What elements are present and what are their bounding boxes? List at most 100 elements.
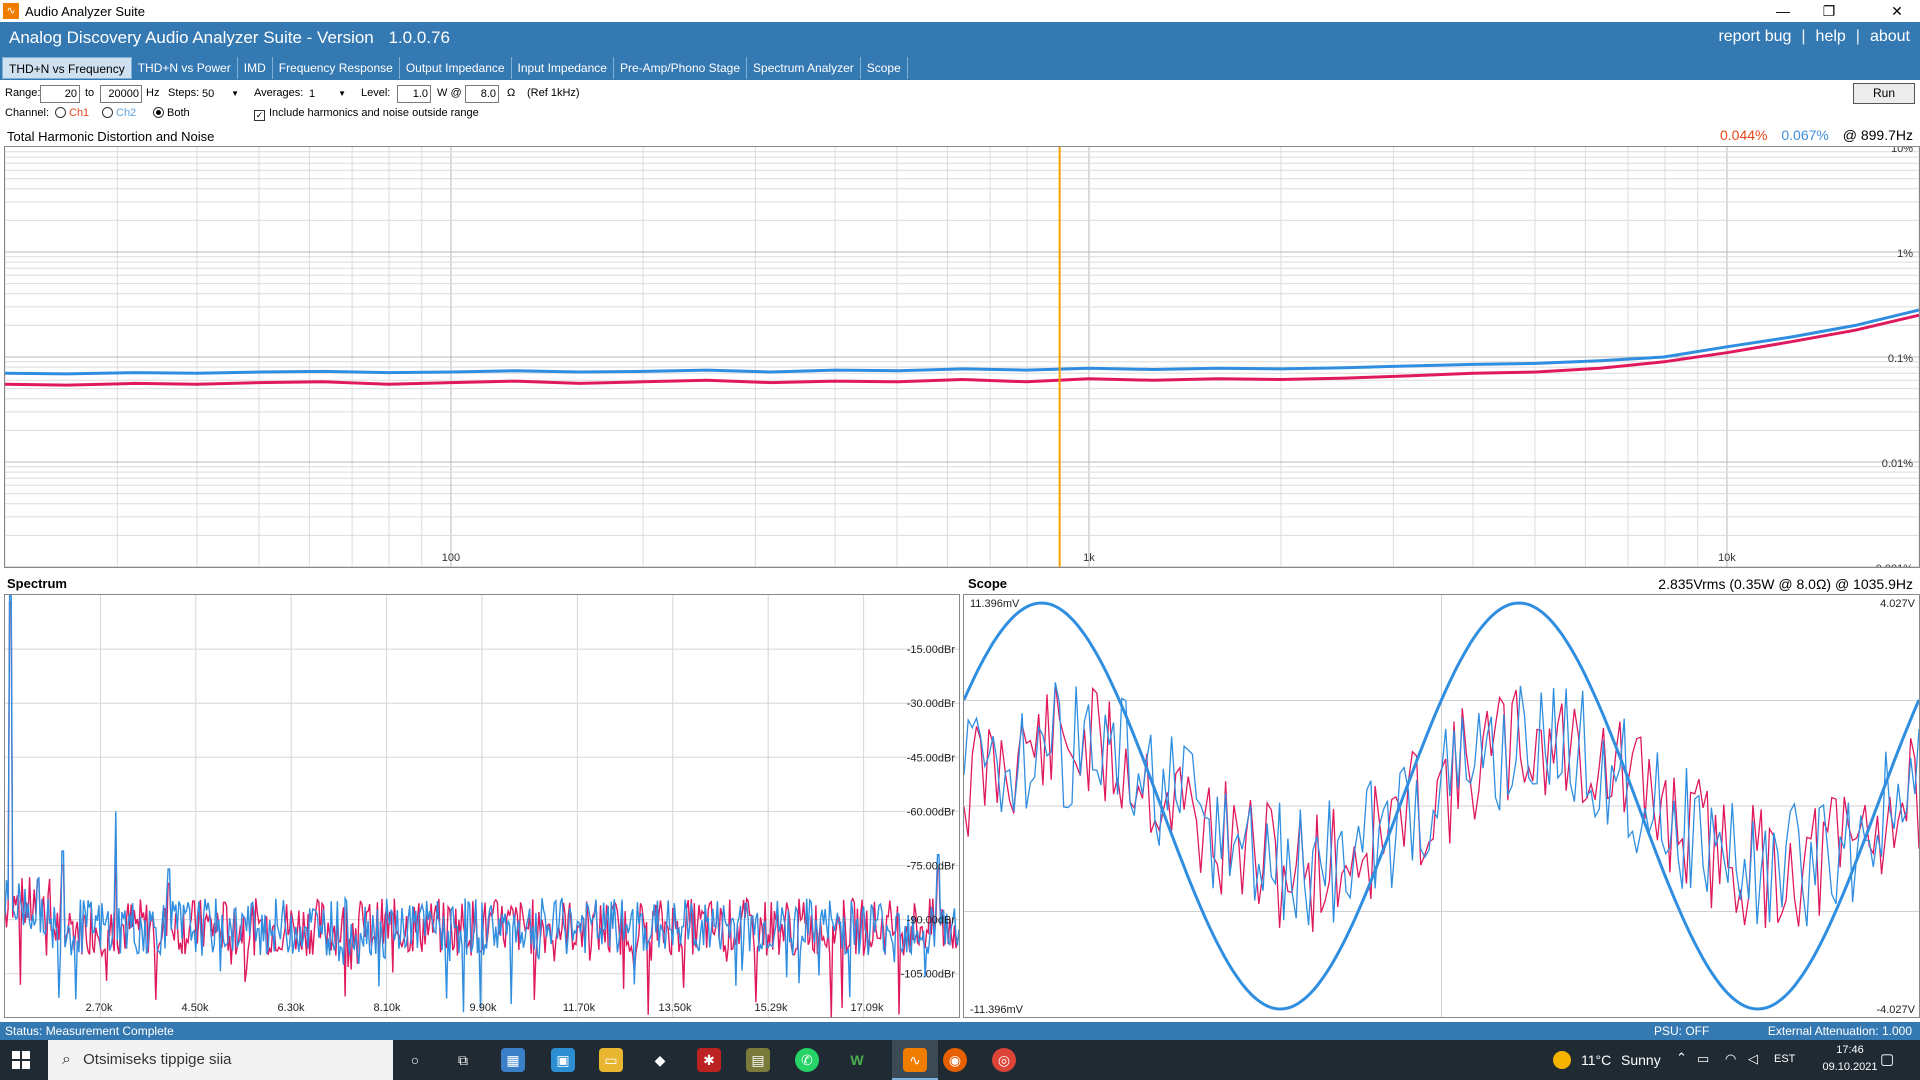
both-radio[interactable]: Both [153, 107, 190, 119]
radio-selected-icon [153, 107, 164, 118]
taskbar-search-box[interactable]: ⌕ Otsimiseks tippige siia [48, 1040, 393, 1080]
window-title: Audio Analyzer Suite [25, 3, 145, 19]
chrome-icon[interactable]: ◎ [992, 1048, 1016, 1072]
y-tick-label: -30.00dBr [907, 698, 956, 710]
ch1-radio[interactable]: Ch1 [55, 107, 89, 119]
tab-imd[interactable]: IMD [238, 57, 273, 79]
tool-app-icon[interactable]: ▤ [746, 1048, 770, 1072]
thd-plot[interactable]: 10% 1% 0.1% 0.01% 0.001% 100 1k 10k [4, 146, 1920, 568]
app-title-text: Analog Discovery Audio Analyzer Suite - … [9, 28, 374, 47]
checkmark-icon: ✓ [254, 110, 265, 121]
weather-temperature: 11°C [1581, 1052, 1612, 1068]
x-tick-label: 8.10k [374, 1002, 401, 1014]
x-tick-label: 1k [1083, 552, 1095, 564]
include-harmonics-checkbox[interactable]: ✓ Include harmonics and noise outside ran… [254, 107, 479, 121]
steps-select[interactable]: 50 ▼ [199, 85, 241, 103]
chevron-up-icon[interactable]: ⌃ [1676, 1050, 1687, 1065]
ch2-thd-value: 0.067% [1781, 127, 1829, 143]
impedance-input[interactable]: 8.0 [465, 85, 499, 103]
cursor-frequency: @ 899.7Hz [1842, 127, 1913, 143]
app-title: Analog Discovery Audio Analyzer Suite - … [9, 28, 450, 48]
chevron-down-icon: ▼ [338, 89, 346, 98]
w-at-label: W @ [437, 87, 462, 99]
windows-start-icon[interactable] [12, 1051, 30, 1069]
tab-scope[interactable]: Scope [861, 57, 908, 79]
chevron-down-icon: ▼ [231, 89, 239, 98]
tab-output-impedance[interactable]: Output Impedance [400, 57, 512, 79]
x-tick-label: 9.90k [470, 1002, 497, 1014]
averages-label: Averages: [254, 87, 304, 99]
channel-label: Channel: [5, 107, 50, 119]
tab-thd-vs-frequency[interactable]: THD+N vs Frequency [2, 57, 132, 79]
help-link[interactable]: help [1815, 28, 1846, 45]
close-button[interactable]: ✕ [1891, 3, 1903, 19]
file-explorer-icon[interactable]: ▭ [599, 1048, 623, 1072]
waveform-icon: ∿ [903, 1048, 927, 1072]
firefox-icon[interactable]: ◉ [943, 1048, 967, 1072]
clock-time[interactable]: 17:46 [1836, 1044, 1864, 1056]
level-input[interactable]: 1.0 [397, 85, 431, 103]
scope-readout: 2.835Vrms (0.35W @ 8.0Ω) @ 1035.9Hz [1658, 576, 1913, 592]
tab-thd-vs-power[interactable]: THD+N vs Power [132, 57, 238, 79]
both-label: Both [167, 107, 190, 119]
cortana-icon[interactable]: ○ [410, 1052, 420, 1068]
wifi-icon[interactable]: ◠ [1725, 1051, 1737, 1066]
weather-condition: Sunny [1621, 1052, 1661, 1068]
battery-icon[interactable]: ▭ [1697, 1051, 1710, 1066]
w-app-icon[interactable]: W [850, 1052, 864, 1068]
clock-date[interactable]: 09.10.2021 [1822, 1061, 1878, 1073]
range-from-input[interactable]: 20 [40, 85, 80, 103]
left-bottom-scale-label: -11.396mV [970, 1004, 1024, 1016]
title-bar: ∿ Audio Analyzer Suite — ❐ ✕ [0, 0, 1920, 22]
spectrum-title: Spectrum [7, 576, 67, 591]
x-tick-label: 15.29k [754, 1002, 788, 1014]
app-icon[interactable]: ▣ [551, 1048, 575, 1072]
sun-icon [1553, 1051, 1571, 1069]
maximize-button[interactable]: ❐ [1822, 3, 1836, 19]
ohm-label: Ω [507, 87, 516, 99]
audio-analyzer-taskbar-button[interactable]: ∿ [892, 1040, 938, 1080]
ch1-label: Ch1 [69, 107, 90, 119]
tab-input-impedance[interactable]: Input Impedance [512, 57, 614, 79]
report-bug-link[interactable]: report bug [1718, 28, 1792, 45]
input-language[interactable]: EST [1774, 1053, 1796, 1065]
tab-preamp-phono[interactable]: Pre-Amp/Phono Stage [614, 57, 748, 79]
spectrum-plot[interactable]: -15.00dBr -30.00dBr -45.00dBr -60.00dBr -75.… [4, 594, 960, 1018]
ch2-residual-line [964, 682, 1919, 927]
task-view-icon[interactable]: ⧉ [458, 1052, 468, 1068]
scope-chart: 11.396mV -11.396mV 4.027V -4.027V [964, 595, 1919, 1017]
search-icon: ⌕ [62, 1051, 71, 1068]
to-label: to [85, 87, 95, 99]
fox-app-icon[interactable]: ◆ [654, 1052, 666, 1068]
run-button[interactable]: Run [1853, 83, 1915, 104]
signal-sine-line [964, 601, 1919, 1011]
tab-spectrum-analyzer[interactable]: Spectrum Analyzer [747, 57, 861, 79]
y-tick-label: -75.00dBr [907, 861, 956, 873]
minimize-button[interactable]: — [1776, 3, 1790, 19]
game-app-icon[interactable]: ✱ [697, 1048, 721, 1072]
thd-cursor-readout: 0.044% 0.067% @ 899.7Hz [1720, 127, 1913, 143]
ch1-thd-line [5, 313, 1919, 387]
steps-label: Steps: [168, 87, 200, 99]
ch2-radio[interactable]: Ch2 [102, 107, 136, 119]
spectrum-chart: -15.00dBr -30.00dBr -45.00dBr -60.00dBr -75.… [5, 595, 959, 1017]
right-bottom-scale-label: -4.027V [1876, 1004, 1915, 1016]
measurement-controls: Range: 20 to 20000 Hz Steps: 50 ▼ Averag… [0, 80, 1920, 124]
scope-plot[interactable]: 11.396mV -11.396mV 4.027V -4.027V [963, 594, 1920, 1018]
steps-value: 50 [202, 88, 215, 100]
x-tick-label: 6.30k [278, 1002, 305, 1014]
x-tick-label: 100 [442, 552, 460, 564]
y-tick-label: 1% [1897, 248, 1913, 260]
volume-icon[interactable]: ◁ [1748, 1051, 1758, 1066]
range-to-input[interactable]: 20000 [100, 85, 142, 103]
tab-frequency-response[interactable]: Frequency Response [273, 57, 400, 79]
notifications-icon[interactable]: ▢ [1880, 1051, 1895, 1068]
averages-select[interactable]: 1 ▼ [306, 85, 348, 103]
calculator-icon[interactable]: ▦ [501, 1048, 525, 1072]
psu-status: PSU: OFF [1654, 1024, 1710, 1038]
thd-chart-title: Total Harmonic Distortion and Noise [7, 129, 215, 144]
x-tick-label: 17.09k [850, 1002, 884, 1014]
whatsapp-icon[interactable]: ✆ [795, 1048, 819, 1072]
about-link[interactable]: about [1869, 28, 1910, 45]
